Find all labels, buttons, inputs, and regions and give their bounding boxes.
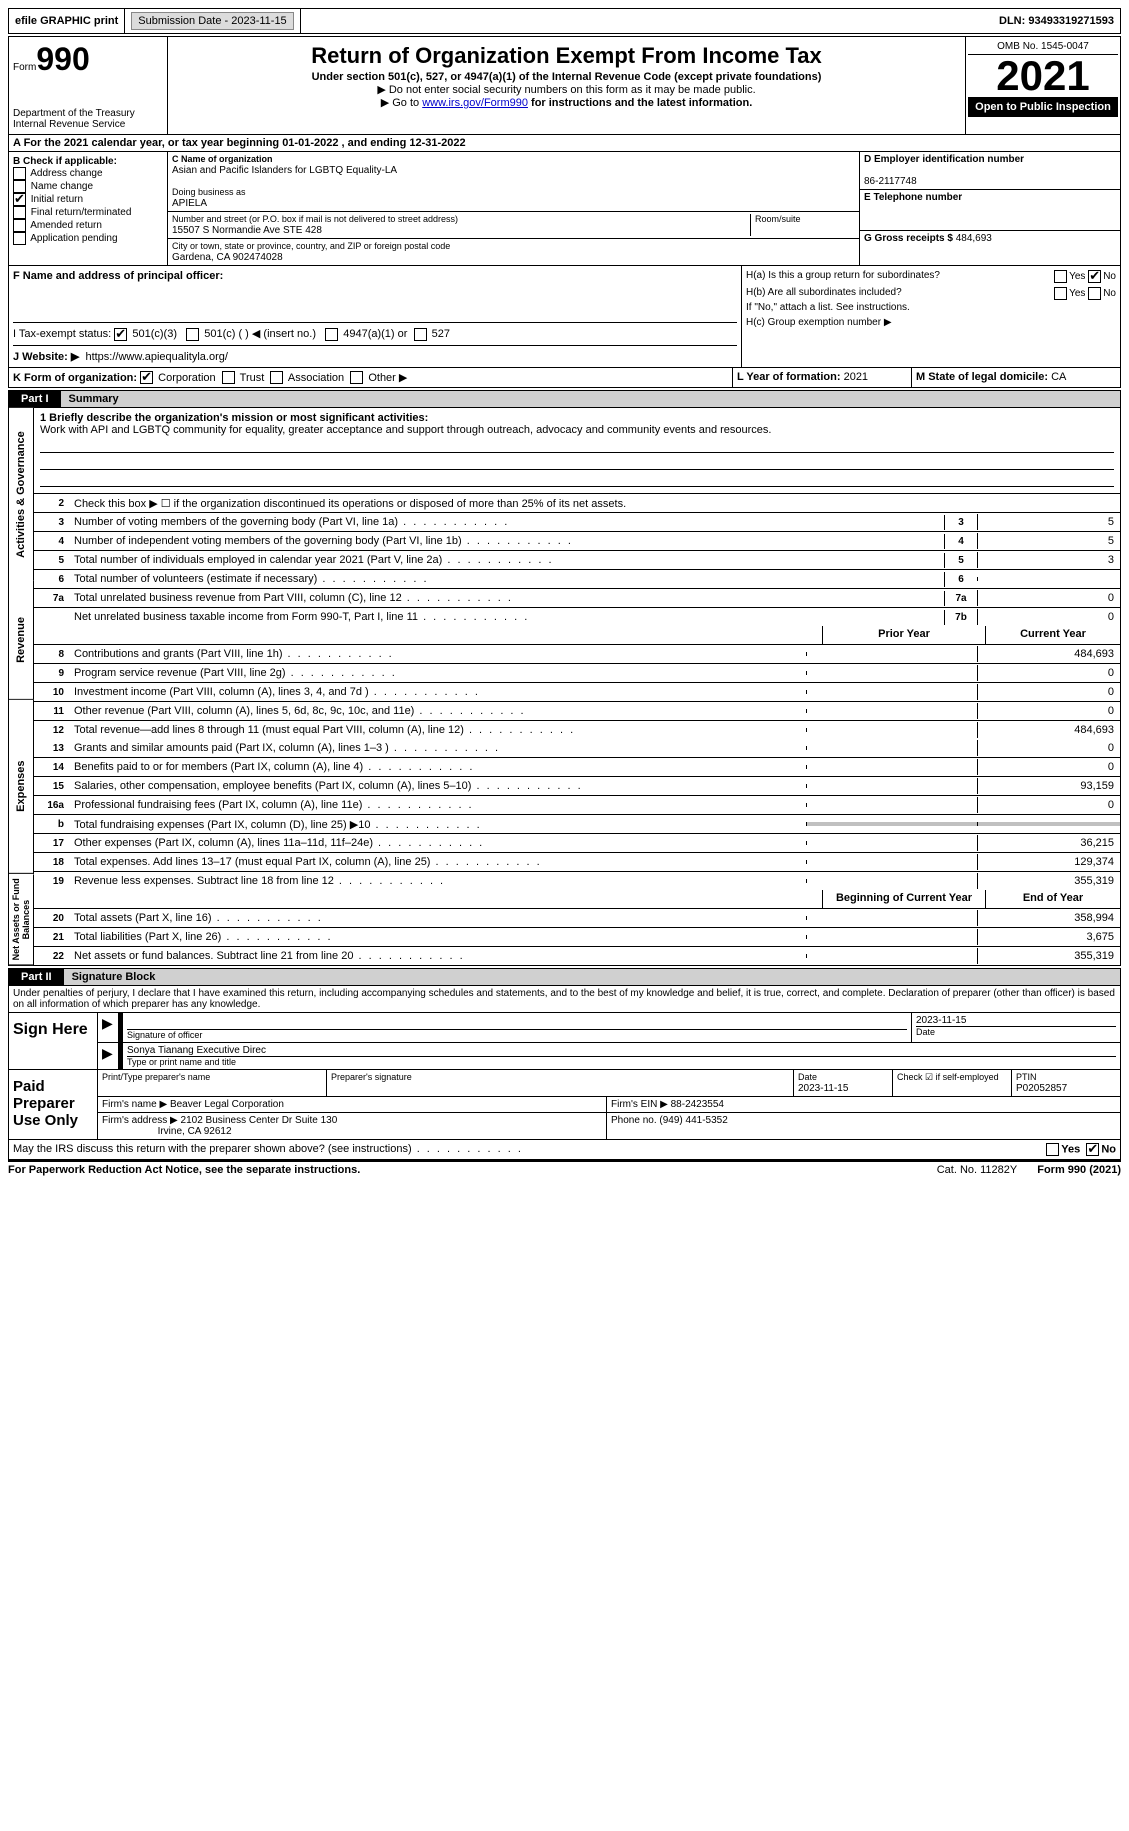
summary-line: 8Contributions and grants (Part VIII, li… [34, 645, 1120, 664]
header-center: Return of Organization Exempt From Incom… [168, 37, 966, 134]
part1-header: Part I Summary [8, 390, 1121, 408]
summary-line: 5Total number of individuals employed in… [34, 551, 1120, 570]
row-a: A For the 2021 calendar year, or tax yea… [8, 135, 1121, 152]
section-c: C Name of organization Asian and Pacific… [168, 152, 860, 265]
summary-line: 13Grants and similar amounts paid (Part … [34, 739, 1120, 758]
header-left: Form990 Department of the Treasury Inter… [9, 37, 168, 134]
top-bar: efile GRAPHIC print Submission Date - 20… [8, 8, 1121, 34]
header-right: OMB No. 1545-0047 2021 Open to Public In… [966, 37, 1120, 134]
vlabel-governance: Activities & Governance [9, 408, 34, 581]
summary-line: bTotal fundraising expenses (Part IX, co… [34, 815, 1120, 834]
vlabel-expenses: Expenses [9, 700, 34, 874]
sign-here: Sign Here ▶ Signature of officer 2023-11… [8, 1013, 1121, 1070]
tax-year: 2021 [968, 55, 1118, 97]
irs-discuss: May the IRS discuss this return with the… [8, 1140, 1121, 1160]
summary-line: 16aProfessional fundraising fees (Part I… [34, 796, 1120, 815]
summary-line: Net unrelated business taxable income fr… [34, 608, 1120, 626]
summary-line: 18Total expenses. Add lines 13–17 (must … [34, 853, 1120, 872]
submission-btn[interactable]: Submission Date - 2023-11-15 [131, 12, 293, 30]
summary-line: 19Revenue less expenses. Subtract line 1… [34, 872, 1120, 890]
vlabel-netassets: Net Assets or Fund Balances [9, 874, 34, 965]
summary-line: 3Number of voting members of the governi… [34, 513, 1120, 532]
summary-line: 22Net assets or fund balances. Subtract … [34, 947, 1120, 965]
summary-line: 9Program service revenue (Part VIII, lin… [34, 664, 1120, 683]
paid-preparer: Paid Preparer Use Only Print/Type prepar… [8, 1070, 1121, 1140]
summary-line: 20Total assets (Part X, line 16)358,994 [34, 909, 1120, 928]
summary-line: 11Other revenue (Part VIII, column (A), … [34, 702, 1120, 721]
section-fh: F Name and address of principal officer:… [8, 266, 1121, 368]
dln: DLN: 93493319271593 [993, 9, 1120, 33]
summary-line: 4Number of independent voting members of… [34, 532, 1120, 551]
section-bcd: B Check if applicable: Address change Na… [8, 152, 1121, 266]
penalties-text: Under penalties of perjury, I declare th… [8, 986, 1121, 1013]
section-d: D Employer identification number 86-2117… [860, 152, 1120, 265]
summary-line: 7aTotal unrelated business revenue from … [34, 589, 1120, 608]
summary-line: 12Total revenue—add lines 8 through 11 (… [34, 721, 1120, 739]
summary-line: 6Total number of volunteers (estimate if… [34, 570, 1120, 589]
summary-line: 15Salaries, other compensation, employee… [34, 777, 1120, 796]
part2-header: Part II Signature Block [8, 968, 1121, 986]
efile-label: efile GRAPHIC print [9, 9, 125, 33]
form-title: Return of Organization Exempt From Incom… [172, 43, 961, 69]
section-b: B Check if applicable: Address change Na… [9, 152, 168, 265]
summary-line: 14Benefits paid to or for members (Part … [34, 758, 1120, 777]
summary-line: 10Investment income (Part VIII, column (… [34, 683, 1120, 702]
summary-line: 17Other expenses (Part IX, column (A), l… [34, 834, 1120, 853]
submission-date: Submission Date - 2023-11-15 [125, 9, 300, 33]
vlabel-revenue: Revenue [9, 581, 34, 700]
page-footer: For Paperwork Reduction Act Notice, see … [8, 1160, 1121, 1176]
part1-body: Activities & Governance Revenue Expenses… [8, 408, 1121, 966]
section-klm: K Form of organization: Corporation Trus… [8, 368, 1121, 389]
irs-link[interactable]: www.irs.gov/Form990 [422, 97, 528, 109]
summary-line: 21Total liabilities (Part X, line 26)3,6… [34, 928, 1120, 947]
form-header: Form990 Department of the Treasury Inter… [8, 36, 1121, 135]
